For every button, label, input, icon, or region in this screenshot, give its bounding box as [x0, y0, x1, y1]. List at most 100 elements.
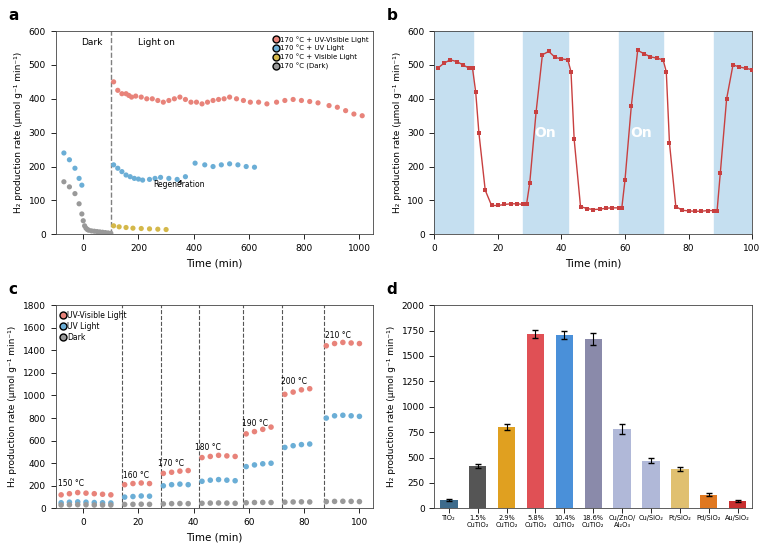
- Point: [94, 228, 106, 236]
- Point: [151, 96, 164, 105]
- Dark: [248, 498, 261, 507]
- UV-Visible Light: [265, 423, 277, 431]
- Point: [75, 181, 88, 190]
- UV Light: [240, 462, 252, 471]
- Point: [135, 224, 148, 233]
- Point: [215, 160, 228, 169]
- Point: [112, 164, 124, 172]
- UV Light: [328, 412, 341, 420]
- Point: [82, 226, 95, 235]
- Point: [102, 229, 115, 237]
- Bar: [584, 339, 602, 509]
- Point: [198, 160, 211, 169]
- Point: [135, 93, 148, 101]
- Point: [179, 172, 191, 181]
- Point: [68, 164, 81, 172]
- UV Light: [265, 459, 277, 468]
- Point: [252, 98, 265, 106]
- Legend: 170 °C + UV-Visible Light, 170 °C + UV Light, 170 °C + Visible Light, 170 °C (Da: 170 °C + UV-Visible Light, 170 °C + UV L…: [273, 35, 370, 71]
- X-axis label: Time (min): Time (min): [186, 533, 242, 543]
- Text: 190 °C: 190 °C: [242, 419, 268, 428]
- Y-axis label: H₂ production rate (μmol g⁻¹ min⁻¹): H₂ production rate (μmol g⁻¹ min⁻¹): [387, 326, 396, 488]
- Dark: [304, 498, 316, 506]
- Bar: [729, 501, 746, 509]
- UV-Visible Light: [105, 490, 117, 499]
- Point: [312, 99, 325, 107]
- Point: [80, 224, 92, 233]
- UV Light: [96, 498, 108, 507]
- Dark: [221, 499, 233, 507]
- Point: [155, 173, 167, 182]
- Bar: [556, 334, 573, 509]
- Dark: [196, 499, 208, 507]
- Dark: [55, 501, 67, 510]
- Point: [58, 149, 70, 158]
- Text: On: On: [630, 126, 652, 139]
- Dark: [96, 501, 108, 510]
- UV Light: [257, 460, 269, 468]
- Point: [212, 95, 225, 104]
- UV-Visible Light: [196, 453, 208, 462]
- Point: [116, 89, 128, 98]
- UV Light: [345, 412, 358, 420]
- Point: [190, 98, 202, 106]
- Text: d: d: [387, 282, 398, 297]
- Point: [271, 98, 283, 106]
- UV-Visible Light: [72, 488, 84, 497]
- UV-Visible Light: [135, 479, 148, 488]
- Text: Light on: Light on: [138, 38, 175, 47]
- Bar: [469, 466, 486, 509]
- Dark: [265, 498, 277, 507]
- Point: [91, 227, 103, 236]
- Point: [189, 159, 201, 168]
- UV-Visible Light: [248, 427, 261, 436]
- Dark: [88, 501, 101, 510]
- Point: [125, 93, 138, 101]
- UV-Visible Light: [353, 339, 365, 348]
- Point: [304, 97, 316, 106]
- Point: [108, 222, 120, 230]
- Point: [278, 96, 291, 105]
- UV Light: [174, 480, 186, 489]
- Dark: [240, 498, 252, 507]
- Point: [73, 199, 85, 208]
- Text: 210 °C: 210 °C: [325, 331, 351, 340]
- UV Light: [304, 440, 316, 449]
- UV-Visible Light: [287, 388, 299, 397]
- UV Light: [182, 480, 195, 489]
- Text: a: a: [8, 8, 18, 23]
- UV-Visible Light: [320, 342, 332, 350]
- Point: [295, 96, 308, 105]
- Bar: [642, 461, 660, 509]
- Dark: [328, 497, 341, 506]
- Point: [160, 225, 172, 234]
- Point: [112, 86, 124, 95]
- Point: [143, 175, 155, 184]
- UV-Visible Light: [127, 479, 139, 488]
- Point: [201, 98, 214, 106]
- UV-Visible Light: [88, 489, 101, 498]
- UV Light: [337, 411, 349, 420]
- UV-Visible Light: [174, 467, 186, 476]
- Point: [207, 96, 219, 105]
- Point: [63, 155, 75, 164]
- Dark: [287, 498, 299, 506]
- UV Light: [88, 498, 101, 507]
- Point: [136, 176, 148, 185]
- Point: [231, 94, 243, 103]
- UV-Visible Light: [157, 469, 169, 478]
- Dark: [212, 499, 225, 507]
- Point: [238, 96, 250, 105]
- Point: [129, 91, 141, 100]
- Point: [75, 209, 88, 218]
- Point: [116, 167, 128, 176]
- Bar: [524, 31, 568, 234]
- Bar: [440, 500, 458, 509]
- Dark: [337, 497, 349, 506]
- X-axis label: Time (min): Time (min): [186, 258, 242, 268]
- Text: 200 °C: 200 °C: [281, 377, 307, 386]
- Dark: [80, 500, 92, 509]
- Point: [78, 222, 91, 230]
- Point: [196, 100, 208, 109]
- Bar: [614, 429, 631, 509]
